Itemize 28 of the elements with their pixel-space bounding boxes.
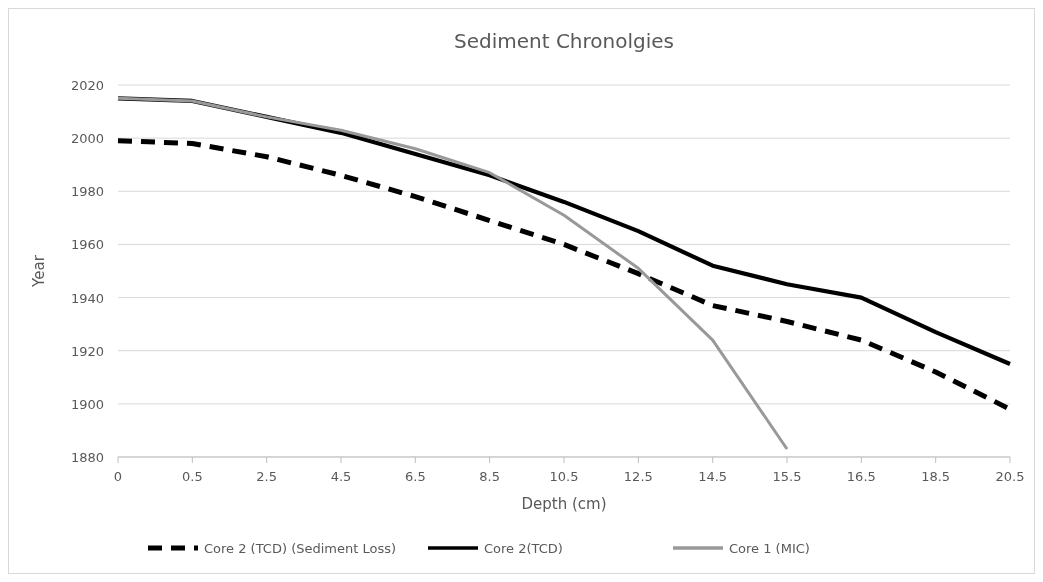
chart-title: Sediment Chronolgies bbox=[453, 29, 675, 53]
x-tick-label: 10.5 bbox=[549, 469, 579, 484]
legend-label: Core 1 (MIC) bbox=[729, 541, 810, 556]
x-tick-label: 6.5 bbox=[404, 469, 426, 484]
y-tick-label: 2020 bbox=[70, 78, 104, 93]
x-tick-label: 0 bbox=[113, 469, 123, 484]
y-tick-label: 1980 bbox=[70, 184, 104, 200]
y-tick-label: 1880 bbox=[70, 450, 104, 465]
x-tick-label: 2.5 bbox=[256, 469, 278, 484]
y-tick-label: 1920 bbox=[70, 343, 104, 359]
x-tick-label: 4.5 bbox=[330, 469, 352, 484]
y-tick-label: 1900 bbox=[70, 396, 104, 412]
x-tick-label: 0.5 bbox=[181, 469, 203, 484]
legend-label: Core 2(TCD) bbox=[484, 541, 563, 556]
x-tick-label: 15.5 bbox=[772, 469, 802, 484]
y-tick-label: 1940 bbox=[70, 290, 104, 306]
line-series bbox=[116, 96, 789, 451]
y-tick-label: 2000 bbox=[70, 131, 104, 147]
y-tick-label: 1960 bbox=[70, 237, 104, 253]
x-tick-label: 18.5 bbox=[921, 469, 951, 484]
x-axis-title: Depth (cm) bbox=[521, 495, 607, 513]
x-tick-label: 8.5 bbox=[479, 469, 501, 484]
y-axis-title: Year bbox=[30, 254, 48, 288]
x-tick-label: 20.5 bbox=[995, 469, 1025, 484]
x-tick-label: 12.5 bbox=[623, 469, 653, 484]
legend-label: Core 2 (TCD) (Sediment Loss) bbox=[204, 541, 397, 556]
x-tick-label: 14.5 bbox=[698, 469, 728, 484]
x-tick-label: 16.5 bbox=[846, 469, 876, 484]
